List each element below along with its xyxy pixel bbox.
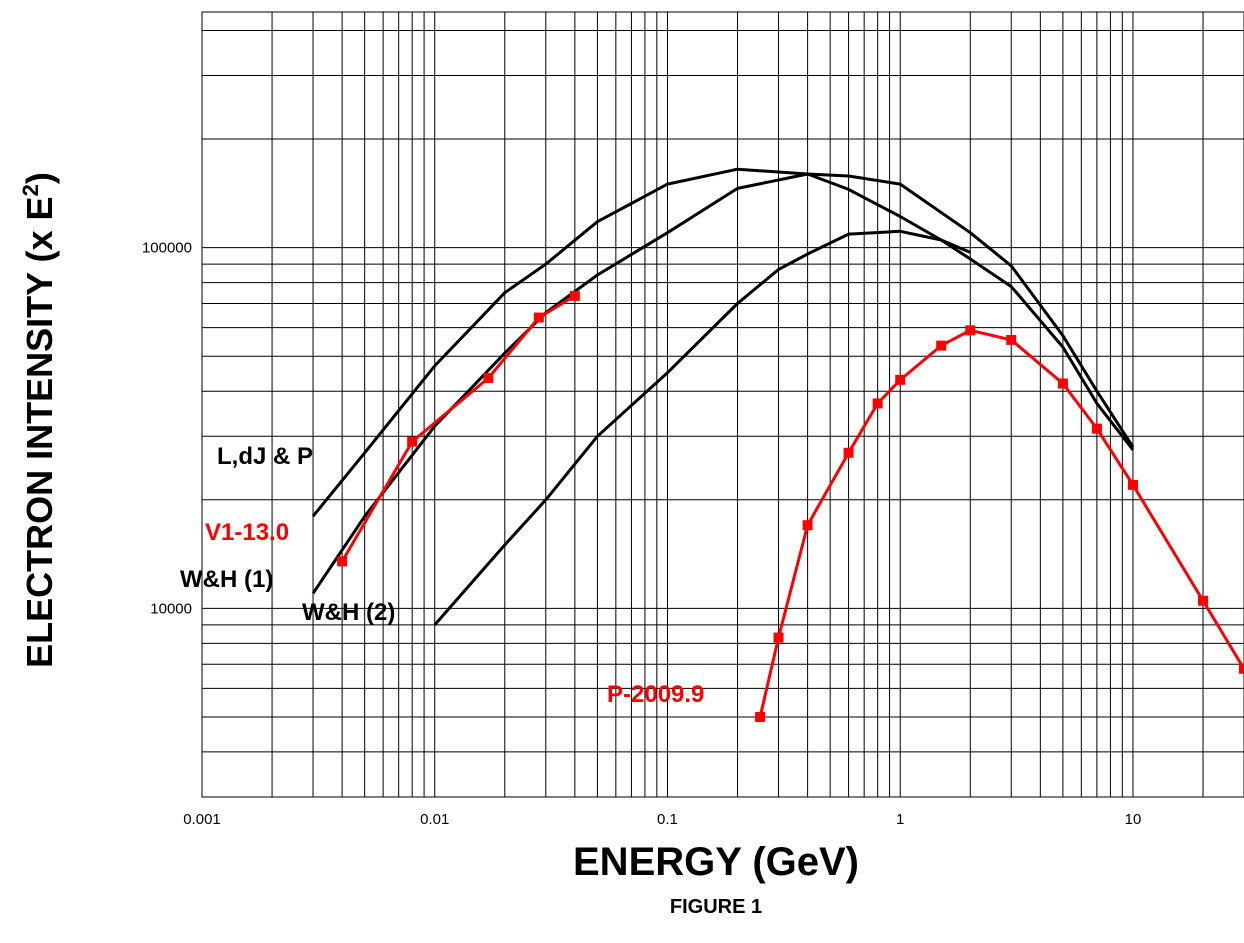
y-axis-title-main: ELECTRON INTENSITY (x E — [19, 196, 60, 667]
x-tick-label: 1 — [896, 811, 904, 828]
data-point — [1006, 334, 1017, 345]
data-point — [337, 556, 348, 567]
series-line — [340, 294, 576, 563]
series-2 — [433, 229, 1135, 626]
y-axis-ticks: 10000 100000 — [142, 240, 192, 618]
x-tick-label: 10 — [1125, 811, 1142, 828]
series-layer — [311, 167, 1244, 722]
series-label-wh1: W&H (1) — [180, 566, 273, 593]
data-point — [533, 312, 544, 323]
y-axis-title-superscript: 2 — [18, 184, 43, 196]
series-line — [433, 229, 1135, 626]
data-point — [895, 374, 906, 385]
x-tick-label: 0.01 — [420, 811, 449, 828]
x-tick-label: 0.1 — [657, 811, 678, 828]
series-line — [758, 328, 1244, 718]
series-label-wh2: W&H (2) — [302, 599, 395, 626]
series-4 — [755, 325, 1244, 722]
data-point — [843, 447, 854, 458]
series-label-p2009: P-2009.9 — [607, 681, 704, 708]
data-point — [936, 340, 947, 351]
data-point — [965, 325, 976, 336]
data-point — [483, 373, 494, 384]
x-axis-title: ENERGY (GeV) — [573, 840, 859, 884]
data-point — [755, 711, 766, 722]
data-point — [407, 436, 418, 447]
figure-caption: FIGURE 1 — [670, 896, 762, 918]
y-axis-title: ELECTRON INTENSITY (x E2) — [18, 172, 60, 668]
data-point — [569, 290, 580, 301]
y-tick-label: 10000 — [150, 600, 192, 617]
y-axis-title-close: ) — [19, 172, 60, 184]
data-point — [1198, 595, 1209, 606]
series-0 — [311, 167, 971, 518]
series-label-ldjp: L,dJ & P — [217, 443, 313, 470]
svg-text:ELECTRON INTENSITY (x E2): ELECTRON INTENSITY (x E2) — [18, 172, 60, 668]
data-point — [872, 398, 883, 409]
data-point — [1127, 479, 1138, 490]
x-tick-label: 0.001 — [183, 811, 221, 828]
data-point — [802, 520, 813, 531]
series-label-v1: V1-13.0 — [205, 519, 289, 546]
data-point — [1057, 378, 1068, 389]
grid — [201, 12, 1244, 798]
x-axis-ticks: 0.001 0.01 0.1 1 10 — [183, 811, 1141, 828]
series-1 — [311, 172, 1135, 595]
series-line — [311, 167, 971, 518]
y-tick-label: 100000 — [142, 240, 192, 257]
data-point — [773, 632, 784, 643]
series-3 — [337, 290, 580, 567]
plot-area — [201, 11, 1244, 798]
data-point — [1091, 423, 1102, 434]
series-line — [311, 172, 1135, 595]
data-point — [1239, 663, 1244, 674]
